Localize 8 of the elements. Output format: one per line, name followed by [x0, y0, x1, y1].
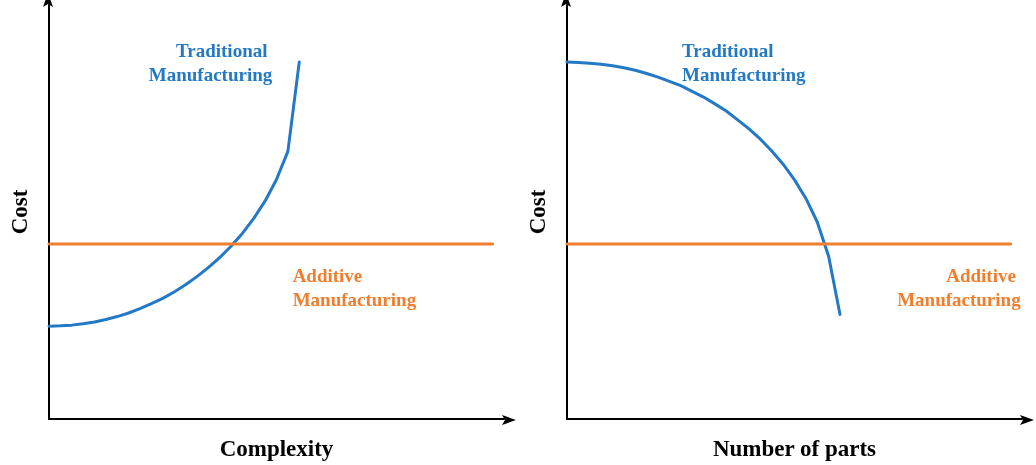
y-axis-title: Cost — [7, 189, 32, 235]
x-axis-title: Complexity — [219, 436, 334, 461]
series-label: Additive Manufacturing — [897, 264, 1022, 310]
series-label: Traditional Manufacturing — [682, 39, 806, 85]
x-axis-title: Number of parts — [712, 436, 877, 461]
series-label: Additive Manufacturing — [292, 264, 417, 310]
y-axis-title: Cost — [525, 189, 550, 235]
series-label: Traditional Manufacturing — [148, 39, 273, 85]
